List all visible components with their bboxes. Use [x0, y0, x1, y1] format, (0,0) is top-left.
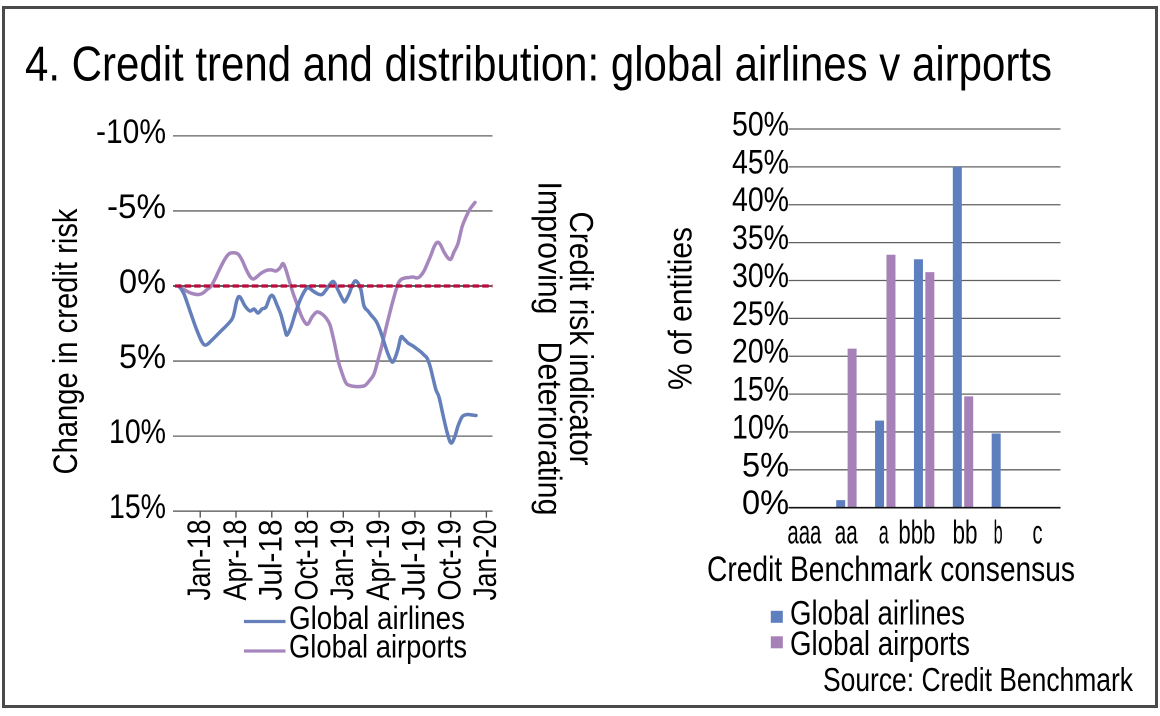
svg-text:b: b	[994, 513, 1003, 550]
svg-text:0%: 0%	[119, 263, 166, 301]
svg-text:aaa: aaa	[787, 513, 821, 550]
svg-text:5%: 5%	[742, 446, 789, 484]
svg-text:Apr-19: Apr-19	[360, 520, 396, 601]
svg-text:aa: aa	[835, 513, 858, 550]
svg-text:0%: 0%	[742, 484, 789, 522]
svg-text:Credit risk indicator: Credit risk indicator	[563, 212, 600, 466]
svg-text:Jan-20: Jan-20	[467, 520, 503, 601]
svg-text:Apr-18: Apr-18	[217, 520, 253, 601]
svg-text:a: a	[879, 513, 889, 550]
svg-text:bb: bb	[953, 513, 978, 550]
svg-text:35%: 35%	[732, 219, 789, 257]
svg-text:10%: 10%	[109, 413, 166, 451]
svg-text:4. Credit trend and distributi: 4. Credit trend and distribution: global…	[25, 38, 1052, 92]
svg-text:Global airlines: Global airlines	[289, 600, 465, 636]
svg-text:Global airports: Global airports	[790, 625, 970, 663]
svg-text:Oct-19: Oct-19	[432, 520, 468, 601]
svg-text:Global airports: Global airports	[289, 629, 467, 665]
svg-text:50%: 50%	[732, 106, 789, 144]
svg-text:% of entities: % of entities	[662, 227, 699, 390]
svg-text:40%: 40%	[732, 181, 789, 219]
svg-text:5%: 5%	[119, 338, 166, 376]
svg-text:20%: 20%	[732, 333, 789, 371]
svg-text:c: c	[1033, 513, 1043, 550]
svg-text:Jan-19: Jan-19	[324, 520, 360, 601]
svg-text:25%: 25%	[732, 295, 789, 333]
svg-text:Jul-18: Jul-18	[253, 520, 289, 601]
svg-text:Jul-19: Jul-19	[396, 520, 432, 601]
svg-text:15%: 15%	[732, 371, 789, 409]
svg-text:Jan-18: Jan-18	[181, 520, 217, 601]
svg-text:-5%: -5%	[107, 188, 166, 226]
svg-text:30%: 30%	[732, 257, 789, 295]
svg-text:Improving: Improving	[532, 182, 569, 315]
svg-text:Global airlines: Global airlines	[790, 595, 965, 633]
svg-text:bbb: bbb	[898, 513, 935, 550]
svg-text:10%: 10%	[732, 409, 789, 447]
svg-text:Source: Credit Benchmark: Source: Credit Benchmark	[823, 661, 1133, 698]
svg-text:Deteriorating: Deteriorating	[532, 342, 569, 516]
svg-text:15%: 15%	[109, 488, 166, 526]
svg-text:45%: 45%	[732, 143, 789, 181]
svg-text:Credit Benchmark consensus: Credit Benchmark consensus	[707, 550, 1075, 589]
svg-text:-10%: -10%	[96, 113, 166, 151]
svg-text:Change in credit risk: Change in credit risk	[47, 208, 85, 475]
svg-text:Oct-18: Oct-18	[288, 520, 324, 601]
